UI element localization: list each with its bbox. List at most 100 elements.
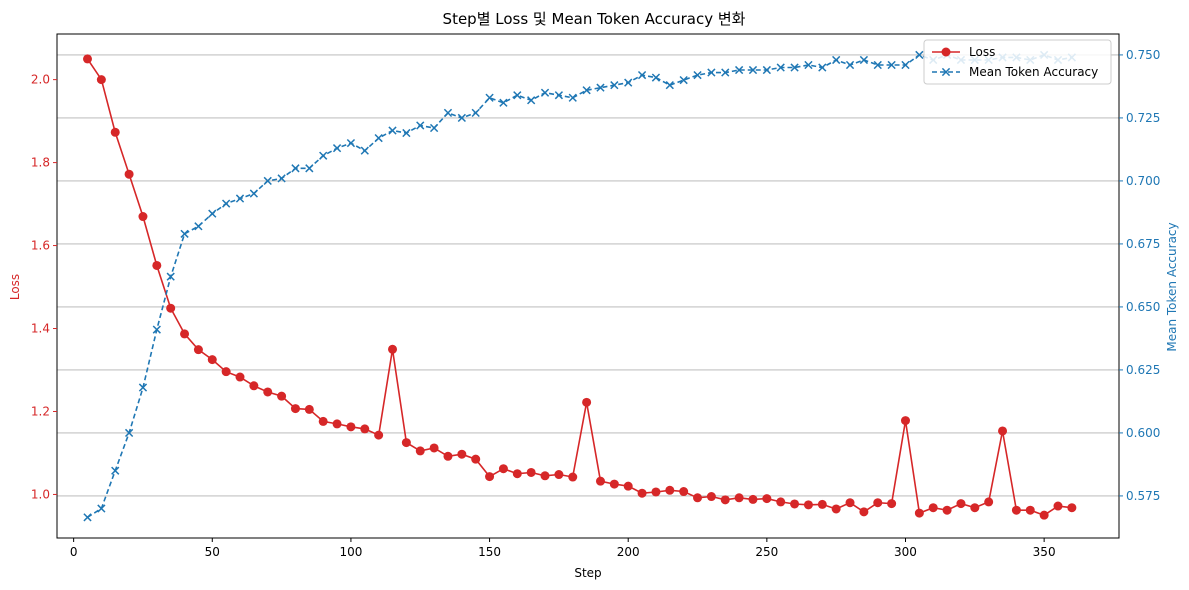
- accuracy-point: [748, 65, 758, 75]
- loss-point: [900, 416, 910, 426]
- loss-point: [498, 464, 508, 474]
- accuracy-point: [776, 63, 785, 72]
- legend-marker: [941, 47, 951, 57]
- loss-point: [512, 469, 522, 479]
- left-tick-label: 2.0: [31, 73, 50, 87]
- accuracy-point: [665, 81, 674, 90]
- accuracy-point-stroke: [138, 383, 148, 392]
- loss-point: [831, 504, 841, 514]
- loss-point: [110, 127, 120, 137]
- accuracy-point: [429, 123, 439, 133]
- loss-point: [415, 446, 425, 456]
- legend-label: Mean Token Accuracy: [969, 65, 1098, 79]
- loss-point: [166, 303, 176, 313]
- accuracy-point: [83, 513, 92, 522]
- accuracy-point-stroke: [582, 86, 591, 95]
- loss-point: [970, 503, 980, 513]
- accuracy-point-stroke: [707, 68, 716, 77]
- accuracy-point-stroke: [596, 83, 605, 92]
- loss-point: [582, 397, 592, 407]
- right-tick-label: 0.700: [1126, 174, 1160, 188]
- accuracy-point: [596, 83, 605, 92]
- accuracy-point-stroke: [166, 272, 175, 281]
- loss-point: [235, 372, 245, 382]
- accuracy-point-stroke: [429, 123, 439, 133]
- accuracy-point-stroke: [915, 50, 924, 60]
- accuracy-point: [388, 126, 397, 135]
- accuracy-point: [845, 60, 855, 70]
- x-tick-label: 100: [339, 545, 362, 559]
- loss-point: [776, 497, 786, 507]
- accuracy-point-stroke: [263, 176, 272, 186]
- accuracy-point: [887, 60, 896, 70]
- accuracy-point: [832, 55, 841, 65]
- loss-point: [956, 499, 966, 509]
- accuracy-point-stroke: [180, 229, 189, 238]
- accuracy-point-stroke: [901, 60, 910, 70]
- accuracy-point: [915, 50, 924, 60]
- loss-point: [693, 493, 703, 503]
- accuracy-point-stroke: [457, 113, 466, 123]
- loss-point: [762, 494, 772, 504]
- loss-point: [1039, 510, 1049, 520]
- loss-point: [332, 419, 342, 429]
- loss-point: [401, 438, 411, 448]
- accuracy-point-stroke: [859, 55, 869, 65]
- loss-point: [748, 494, 758, 504]
- loss-point: [429, 443, 439, 453]
- loss-point: [859, 507, 869, 517]
- right-tick-label: 0.675: [1126, 237, 1160, 251]
- accuracy-point: [721, 68, 730, 77]
- accuracy-point-stroke: [374, 133, 383, 143]
- grid-lines: [57, 54, 1119, 497]
- accuracy-point-stroke: [83, 513, 92, 522]
- accuracy-point: [859, 55, 869, 65]
- accuracy-point-stroke: [832, 55, 841, 65]
- legend-marker: [941, 67, 951, 77]
- accuracy-point: [637, 70, 647, 80]
- accuracy-point-stroke: [734, 65, 744, 75]
- left-tick-label: 1.6: [31, 239, 50, 253]
- accuracy-point-stroke: [388, 126, 397, 135]
- loss-point: [346, 422, 356, 432]
- loss-point: [942, 505, 952, 515]
- loss-point: [790, 499, 800, 509]
- loss-line: [86, 58, 1072, 517]
- loss-point: [96, 75, 106, 85]
- right-tick-label: 0.725: [1126, 111, 1160, 125]
- loss-point: [540, 471, 550, 481]
- accuracy-point: [693, 70, 702, 80]
- loss-point: [263, 387, 273, 397]
- left-axis-title: Loss: [8, 274, 22, 300]
- accuracy-point: [263, 176, 272, 186]
- accuracy-point-stroke: [97, 504, 106, 513]
- accuracy-point: [374, 133, 383, 143]
- loss-point: [651, 487, 661, 497]
- loss-point: [720, 495, 730, 505]
- accuracy-point-stroke: [845, 60, 855, 70]
- accuracy-point: [208, 209, 217, 218]
- accuracy-point: [818, 63, 827, 72]
- accuracy-point: [111, 466, 120, 475]
- loss-point: [249, 381, 259, 391]
- accuracy-point-stroke: [443, 108, 453, 118]
- accuracy-point: [707, 68, 716, 77]
- accuracy-point-stroke: [637, 70, 647, 80]
- loss-point: [595, 476, 605, 486]
- accuracy-point: [762, 65, 771, 75]
- x-tick-label: 300: [894, 545, 917, 559]
- left-tick-label: 1.2: [31, 404, 50, 418]
- accuracy-point-stroke: [818, 63, 827, 72]
- left-tick-label: 1.8: [31, 156, 50, 170]
- accuracy-point: [457, 113, 466, 123]
- accuracy-point: [513, 91, 522, 100]
- x-tick-label: 200: [617, 545, 640, 559]
- loss-point: [1053, 501, 1063, 511]
- loss-point: [152, 260, 162, 270]
- right-tick-label: 0.625: [1126, 363, 1160, 377]
- x-tick-label: 50: [205, 545, 220, 559]
- accuracy-point-stroke: [111, 466, 120, 475]
- loss-point: [360, 424, 370, 434]
- loss-point: [998, 426, 1008, 436]
- left-tick-label: 1.4: [31, 322, 50, 336]
